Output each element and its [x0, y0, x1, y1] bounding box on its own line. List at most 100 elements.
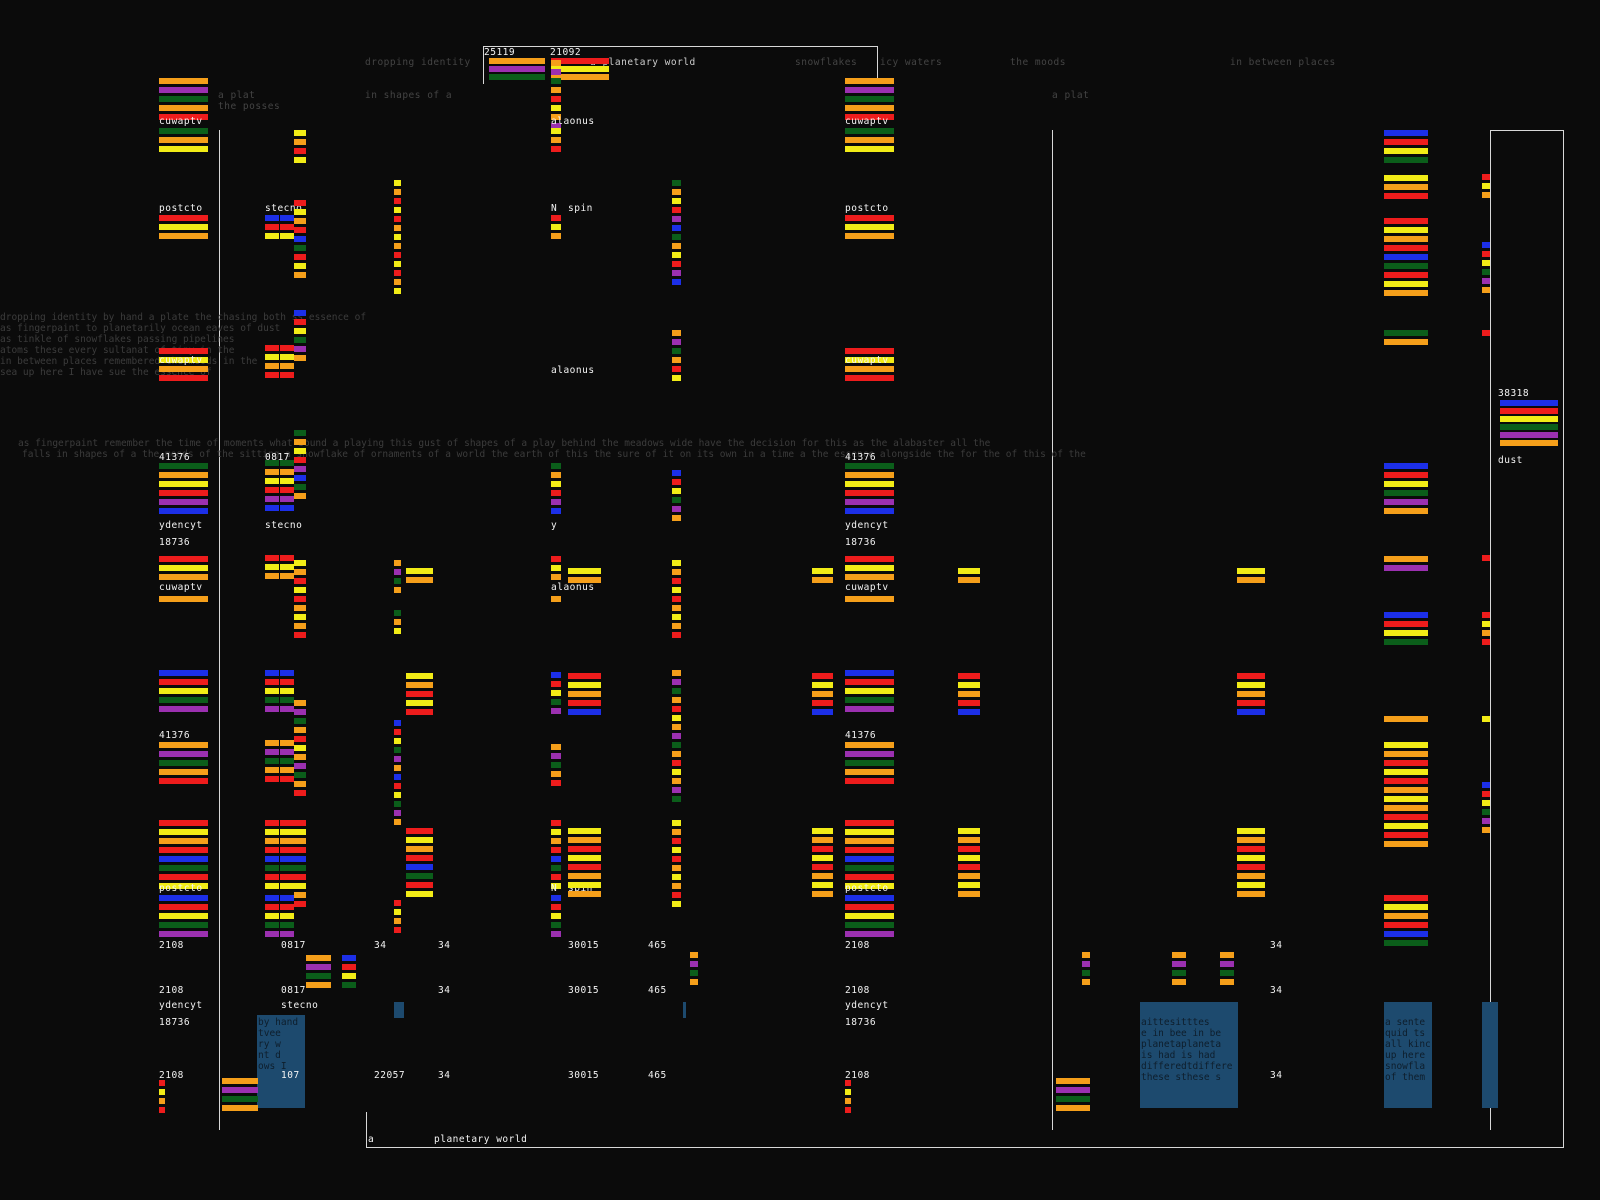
color-bar	[845, 224, 894, 230]
prose-line: as fingerpaint to planetarily ocean eave…	[0, 323, 281, 334]
color-bar	[294, 209, 306, 215]
color-bar	[280, 670, 294, 676]
color-bar	[672, 614, 681, 620]
color-stack	[265, 670, 279, 712]
color-bar	[845, 114, 894, 120]
color-bar	[672, 339, 681, 345]
color-bar	[1384, 796, 1428, 802]
color-bar	[551, 215, 561, 221]
color-bar	[672, 560, 681, 566]
color-stack	[222, 1078, 258, 1111]
color-bar	[159, 778, 208, 784]
color-bar	[159, 596, 208, 602]
color-bar	[845, 742, 894, 748]
color-stack	[845, 895, 894, 937]
color-bar	[394, 207, 401, 213]
color-bar	[342, 982, 356, 988]
stripe-label: postcto	[159, 883, 203, 894]
color-bar	[294, 493, 306, 499]
color-bar	[958, 691, 980, 697]
color-stack	[280, 345, 294, 378]
color-bar	[1384, 751, 1428, 757]
color-bar	[265, 931, 279, 937]
color-bar	[222, 1087, 258, 1093]
color-bar	[294, 157, 306, 163]
color-bar	[672, 847, 681, 853]
header-word: in between places	[1230, 57, 1336, 68]
color-stack	[690, 952, 698, 985]
color-bar	[294, 709, 306, 715]
color-bar	[845, 751, 894, 757]
color-bar	[159, 366, 208, 372]
color-bar	[306, 982, 331, 988]
color-bar	[672, 515, 681, 521]
stripe-label: 34	[1270, 1070, 1283, 1081]
color-bar	[280, 874, 294, 880]
color-bar	[394, 560, 401, 566]
color-bar	[294, 632, 306, 638]
color-bar	[551, 931, 561, 937]
color-bar	[845, 931, 894, 937]
color-bar	[812, 709, 833, 715]
stripe-label: ydencyt	[845, 520, 889, 531]
color-bar	[1237, 709, 1265, 715]
color-bar	[672, 252, 681, 258]
color-bar	[672, 488, 681, 494]
color-bar	[551, 672, 561, 678]
color-stack	[406, 673, 433, 715]
color-bar	[551, 771, 561, 777]
color-bar	[294, 254, 306, 260]
color-stack	[568, 828, 601, 897]
color-bar	[294, 130, 306, 136]
color-bar	[294, 355, 306, 361]
color-bar	[845, 838, 894, 844]
color-bar	[265, 838, 279, 844]
color-bar	[845, 357, 894, 363]
color-stack	[1482, 716, 1490, 722]
color-stack	[672, 670, 681, 802]
color-bar	[1482, 818, 1490, 824]
color-bar	[159, 348, 208, 354]
color-bar	[394, 792, 401, 798]
color-stack	[1384, 330, 1428, 345]
color-bar	[672, 261, 681, 267]
color-bar	[1500, 408, 1558, 414]
color-stack	[1482, 612, 1490, 645]
color-stack	[1237, 568, 1265, 583]
color-bar	[406, 855, 433, 861]
color-bar	[280, 469, 294, 475]
color-bar	[551, 708, 561, 714]
stripe-label: 34	[438, 1070, 451, 1081]
stripe-label: spin	[568, 203, 593, 214]
color-bar	[845, 556, 894, 562]
color-bar	[1384, 823, 1428, 829]
color-bar	[845, 499, 894, 505]
color-bar	[265, 478, 279, 484]
color-bar	[672, 778, 681, 784]
color-bar	[159, 904, 208, 910]
color-bar	[551, 913, 561, 919]
color-bar	[551, 224, 561, 230]
color-bar	[394, 216, 401, 222]
color-bar	[159, 865, 208, 871]
color-bar	[551, 74, 609, 80]
color-stack	[1237, 673, 1265, 715]
color-bar	[394, 180, 401, 186]
color-bar	[159, 490, 208, 496]
color-bar	[845, 688, 894, 694]
color-bar	[265, 564, 279, 570]
color-stack	[265, 740, 279, 782]
color-bar	[294, 838, 306, 844]
color-bar	[1482, 791, 1490, 797]
color-bar	[1384, 330, 1428, 336]
color-bar	[845, 856, 894, 862]
color-bar	[159, 895, 208, 901]
color-bar	[1482, 278, 1490, 284]
color-bar	[159, 499, 208, 505]
color-bar	[958, 846, 980, 852]
color-bar	[551, 690, 561, 696]
color-bar	[265, 573, 279, 579]
color-bar	[1384, 281, 1428, 287]
stripe-label: cuwaptv	[845, 582, 889, 593]
color-bar	[294, 578, 306, 584]
